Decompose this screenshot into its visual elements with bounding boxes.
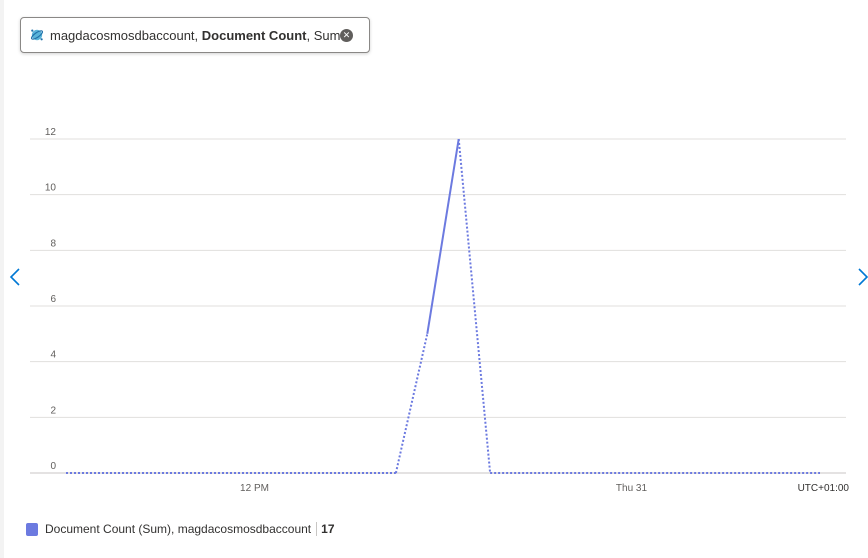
close-icon[interactable]: ✕ — [340, 29, 353, 42]
metric-pill-separator: , — [194, 27, 202, 43]
chevron-left-icon[interactable] — [8, 266, 22, 288]
x-tick-label: 12 PM — [240, 483, 269, 494]
legend-total: 17 — [321, 522, 335, 536]
series-segment — [426, 138, 460, 334]
metric-pill-aggregation: Sum — [313, 27, 341, 43]
metric-pill-metric: Document Count — [201, 27, 307, 43]
legend-divider — [316, 522, 318, 536]
legend-label: Document Count (Sum), magdacosmosdbaccou… — [45, 522, 312, 536]
y-tick-label: 8 — [50, 238, 56, 249]
y-tick-label: 12 — [45, 127, 57, 138]
chevron-right-icon[interactable] — [856, 266, 868, 288]
legend-swatch — [26, 522, 38, 536]
panel-edge — [0, 0, 4, 558]
timezone-label: UTC+01:00 — [798, 483, 850, 494]
legend-item[interactable]: Document Count (Sum), magdacosmosdbaccou… — [26, 522, 335, 536]
x-tick-label: Thu 31 — [616, 483, 648, 494]
y-tick-label: 6 — [50, 294, 56, 305]
y-tick-label: 0 — [50, 461, 56, 472]
y-tick-label: 10 — [45, 183, 57, 194]
y-tick-label: 2 — [50, 405, 56, 416]
cosmos-db-icon — [30, 29, 44, 41]
metric-pill-separator: , — [306, 27, 314, 43]
metric-selector-pill[interactable]: magdacosmosdbaccount, Document Count, Su… — [20, 17, 370, 53]
metric-pill-resource: magdacosmosdbaccount — [50, 27, 195, 43]
series-segment — [394, 333, 429, 474]
y-tick-label: 4 — [50, 350, 56, 361]
